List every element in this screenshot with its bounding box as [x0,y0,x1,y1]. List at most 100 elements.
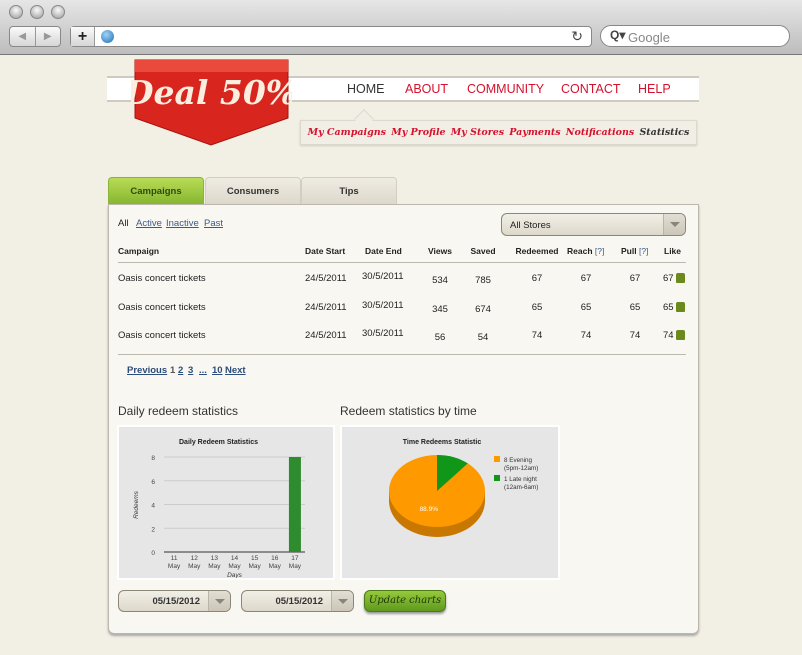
legend-sublabel: (5pm-12am) [504,465,538,472]
legend-swatch [494,475,500,481]
cell-views: 534 [432,275,448,286]
minimize-window-button[interactable] [30,5,44,19]
close-window-button[interactable] [9,5,23,19]
cell-saved: 785 [475,275,491,286]
forward-icon[interactable]: ▶ [43,31,52,42]
pagination-page-10[interactable]: 10 [212,365,223,376]
daily-stats-heading: Daily redeem statistics [118,404,239,418]
svg-text:Deal 50%: Deal 50% [131,73,292,112]
back-icon[interactable]: ◀ [10,27,36,46]
legend-label: 8 Evening [504,457,533,464]
cell-date-start: 24/5/2011 [305,302,347,313]
date-to-select[interactable]: 05/15/2012 [241,590,354,612]
col-redeemed[interactable]: Redeemed [515,246,559,256]
pagination-page-2[interactable]: 2 [178,365,184,376]
subnav-notifications[interactable]: Notifications [565,127,635,138]
cell-date-end: 30/5/2011 [362,271,404,282]
subnav-my-stores[interactable]: My Stores [450,127,505,138]
legend-sublabel: (12am-6am) [504,484,538,491]
update-charts-button[interactable]: Update charts [364,590,446,612]
store-select[interactable]: All Stores [501,213,686,236]
nav-about[interactable]: ABOUT [405,82,449,96]
x-tick-label: 17 May [289,555,302,570]
cell-pull: 74 [629,330,641,341]
x-tick-label: 15 May [249,555,262,570]
search-icon: Q▾ [610,28,626,42]
reload-icon[interactable]: ↻ [571,28,583,44]
nav-help[interactable]: HELP [638,82,671,96]
filter-active[interactable]: Active [136,218,162,229]
y-tick-label: 6 [151,479,155,486]
bar [288,457,301,552]
time-stats-heading: Redeem statistics by time [340,404,477,418]
col-views[interactable]: Views [428,246,452,256]
pagination-page-3[interactable]: 3 [188,365,194,376]
subnav-my-campaigns[interactable]: My Campaigns [307,127,387,138]
cell-pull: 67 [629,273,641,284]
nav-community[interactable]: COMMUNITY [467,82,545,96]
col-date-start[interactable]: Date Start [305,246,346,256]
cell-pull: 65 [629,302,641,313]
tab-campaigns[interactable]: Campaigns [108,177,204,205]
pagination-next[interactable]: Next [225,365,246,376]
subnav-payments[interactable]: Payments [509,127,561,138]
cell-reach: 74 [580,330,592,341]
slice-label: 88.9% [420,506,439,513]
x-tick-label: 11 May [168,555,181,570]
col-pull[interactable]: Pull [621,246,637,256]
x-tick-label: 13 May [208,555,221,570]
cell-campaign: Oasis concert tickets [118,302,206,313]
cell-date-start: 24/5/2011 [305,273,347,284]
legend-label: 1 Late night [504,476,537,483]
cell-saved: 54 [477,332,489,343]
deal50-logo[interactable]: Deal 50% [131,58,292,146]
cell-redeemed: 74 [531,330,543,341]
nav-contact[interactable]: CONTACT [561,82,621,96]
x-tick-label: 16 May [269,555,282,570]
pagination-ellipsis[interactable]: ... [199,365,207,376]
tab-consumers[interactable]: Consumers [205,177,301,205]
chevron-down-icon [331,591,353,611]
col-campaign[interactable]: Campaign [118,246,160,256]
reach-help-link[interactable]: [?] [594,246,605,256]
cell-like: 74 [663,330,674,341]
store-select-value: All Stores [510,220,551,231]
url-bar[interactable]: + ↻ [70,26,592,47]
cell-like: 67 [663,273,674,284]
thumbs-up-icon[interactable] [676,330,685,340]
legend-swatch [494,456,500,462]
zoom-window-button[interactable] [51,5,65,19]
filter-past[interactable]: Past [204,218,224,229]
table-divider [118,354,686,355]
thumbs-up-icon[interactable] [676,273,685,283]
chart-title: Daily Redeem Statistics [179,439,258,446]
history-buttons: ◀ ▶ [9,26,61,47]
add-bookmark-button[interactable]: + [71,27,95,46]
cell-campaign: Oasis concert tickets [118,273,206,284]
col-saved[interactable]: Saved [470,246,496,256]
pagination-previous[interactable]: Previous [127,365,168,376]
col-like[interactable]: Like [664,246,682,256]
search-input[interactable]: Q▾ Google [600,25,790,47]
subnav-my-profile[interactable]: My Profile [391,127,446,138]
x-tick-label: 12 May [188,555,201,570]
date-from-select[interactable]: 05/15/2012 [118,590,231,612]
col-reach[interactable]: Reach [567,246,593,256]
cell-like: 65 [663,302,674,313]
filter-all[interactable]: All [118,218,129,229]
header-divider [118,262,686,263]
cell-views: 56 [434,332,446,343]
thumbs-up-icon[interactable] [676,302,685,312]
col-date-end[interactable]: Date End [365,246,402,256]
tab-tips[interactable]: Tips [301,177,397,205]
chevron-down-icon [663,214,685,235]
browser-toolbar: ◀ ▶ + ↻ Q▾ Google [0,0,802,55]
nav-home[interactable]: HOME [347,82,385,96]
pull-help-link[interactable]: [?] [638,246,649,256]
cell-reach: 65 [580,302,592,313]
filter-inactive[interactable]: Inactive [166,218,199,229]
subnav-statistics[interactable]: Statistics [639,127,690,138]
pagination-current: 1 [170,365,176,376]
chart-title: Time Redeems Statistic [403,439,482,446]
x-axis-label: Days [227,572,243,579]
